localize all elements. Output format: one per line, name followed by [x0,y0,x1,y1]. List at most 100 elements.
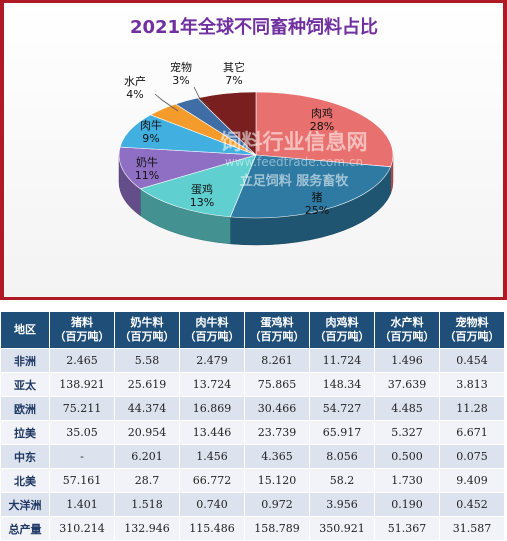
table-row: 亚太 138.921 25.619 13.724 75.865 148.34 37.639 3… [0,372,505,397]
slice-percent-label-0: 28% [310,120,334,133]
value-cell: 28.7 [114,468,180,493]
value-cell: 1.518 [114,492,180,517]
value-cell: 3.956 [309,492,375,517]
value-cell: 5.327 [374,420,440,445]
value-cell: 6.671 [439,420,505,445]
watermark-slogan: 立足饲料 服务畜牧 [240,173,350,189]
slice-percent-label-4: 9% [142,132,159,145]
value-cell: 8.261 [244,348,310,373]
value-cell: 66.772 [179,468,245,493]
column-header-6: 水产料 （百万吨） [374,311,440,349]
value-cell: 0.454 [439,348,505,373]
slice-name-label-2: 蛋鸡 [191,182,213,196]
value-cell: 3.813 [439,372,505,397]
column-header-2: 奶牛料 （百万吨） [114,311,180,349]
value-cell: 30.466 [244,396,310,421]
leader-line-5 [154,93,179,112]
watermark-text: 饲料行业信息网 [220,130,368,154]
value-cell: 1.456 [179,444,245,469]
column-header-0: 地区 [0,311,50,349]
pie-slice-1 [229,154,392,219]
value-cell: 310.214 [49,516,115,541]
table-row: 欧洲 75.211 44.374 16.869 30.466 54.727 4.485 11.… [0,396,505,421]
slice-name-label-6: 宠物 [170,60,192,74]
table-row: 大洋洲 1.401 1.518 0.740 0.972 3.956 0.190 0.452 [0,492,505,517]
value-cell: 75.211 [49,396,115,421]
value-cell: 6.201 [114,444,180,469]
slice-percent-label-2: 13% [190,196,214,209]
value-cell: 20.954 [114,420,180,445]
region-cell: 大洋洲 [0,492,50,517]
slice-name-label-1: 猪 [312,191,323,204]
value-cell: 57.161 [49,468,115,493]
value-cell: 75.865 [244,372,310,397]
watermark-url: www.feedtrade.com.cn [225,155,363,169]
region-cell: 欧洲 [0,396,50,421]
feed-table-wrap: 地区 猪料 （百万吨） 奶牛料 （百万吨） 肉牛料 （百万吨） 蛋鸡料 （百万吨） 肉鸡料 （百万吨… [0,311,507,541]
pie-slice-3 [118,146,257,190]
value-cell: 1.401 [49,492,115,517]
table-body: 非洲 2.465 5.58 2.479 8.261 11.724 1.496 0.454 亚太 1… [0,348,505,541]
slice-name-label-0: 肉鸡 [311,106,333,120]
value-cell: 5.58 [114,348,180,373]
value-cell: 54.727 [309,396,375,421]
value-cell: 13.446 [179,420,245,445]
column-header-3: 肉牛料 （百万吨） [179,311,245,349]
column-header-4: 蛋鸡料 （百万吨） [244,311,310,349]
value-cell: 58.2 [309,468,375,493]
value-cell: 9.409 [439,468,505,493]
column-header-7: 宠物料 （百万吨） [439,311,505,349]
value-cell: 0.190 [374,492,440,517]
value-cell: 4.485 [374,396,440,421]
column-header-5: 肉鸡料 （百万吨） [309,311,375,349]
region-cell: 北美 [0,468,50,493]
leader-line-6 [193,86,211,108]
table-header-row: 地区 猪料 （百万吨） 奶牛料 （百万吨） 肉牛料 （百万吨） 蛋鸡料 （百万吨） 肉鸡料 （百万吨… [0,311,505,349]
table-row: 总产量 310.214 132.946 115.486 158.789 350.921 51… [0,516,505,541]
value-cell: 25.619 [114,372,180,397]
value-cell: 11.724 [309,348,375,373]
region-cell: 亚太 [0,372,50,397]
value-cell: 1.496 [374,348,440,373]
table-row: 北美 57.161 28.7 66.772 15.120 58.2 1.730 9.409 [0,468,505,493]
chart-panel: 2021年全球不同畜种饲料占比 肉鸡 28% 猪 25% 蛋鸡 13% 奶牛 11% 肉牛 9% 水… [4,3,503,297]
value-cell: 44.374 [114,396,180,421]
region-cell: 总产量 [0,516,50,541]
pie-slice-2 [139,154,257,218]
slice-name-label-4: 肉牛 [140,118,162,132]
value-cell: 51.367 [374,516,440,541]
slice-name-label-7: 其它 [223,60,245,74]
value-cell: 11.28 [439,396,505,421]
value-cell: 35.05 [49,420,115,445]
watermark: 饲料行业信息网 www.feedtrade.com.cn 立足饲料 服务畜牧 [220,130,368,189]
value-cell: 4.365 [244,444,310,469]
value-cell: 16.869 [179,396,245,421]
region-cell: 拉美 [0,420,50,445]
value-cell: 158.789 [244,516,310,541]
slice-percent-label-6: 3% [172,74,189,87]
slice-percent-label-7: 7% [225,74,242,87]
feed-table: 地区 猪料 （百万吨） 奶牛料 （百万吨） 肉牛料 （百万吨） 蛋鸡料 （百万吨） 肉鸡料 （百万吨… [0,311,505,541]
region-cell: 非洲 [0,348,50,373]
value-cell: 15.120 [244,468,310,493]
chart-frame: 2021年全球不同畜种饲料占比 肉鸡 28% 猪 25% 蛋鸡 13% 奶牛 11% 肉牛 9% 水… [0,0,507,300]
slice-percent-label-3: 11% [135,169,159,182]
value-cell: 2.465 [49,348,115,373]
value-cell: 132.946 [114,516,180,541]
value-cell: 8.056 [309,444,375,469]
value-cell: 65.917 [309,420,375,445]
value-cell: 0.075 [439,444,505,469]
column-header-1: 猪料 （百万吨） [49,311,115,349]
value-cell: 23.739 [244,420,310,445]
pie-slice-0 [255,91,394,168]
table-row: 非洲 2.465 5.58 2.479 8.261 11.724 1.496 0.454 [0,348,505,373]
value-cell: 2.479 [179,348,245,373]
slice-name-label-3: 奶牛 [136,155,158,169]
slice-percent-label-1: 25% [305,204,329,217]
value-cell: 115.486 [179,516,245,541]
value-cell: 1.730 [374,468,440,493]
slice-name-label-5: 水产 [124,74,146,88]
value-cell: 31.587 [439,516,505,541]
